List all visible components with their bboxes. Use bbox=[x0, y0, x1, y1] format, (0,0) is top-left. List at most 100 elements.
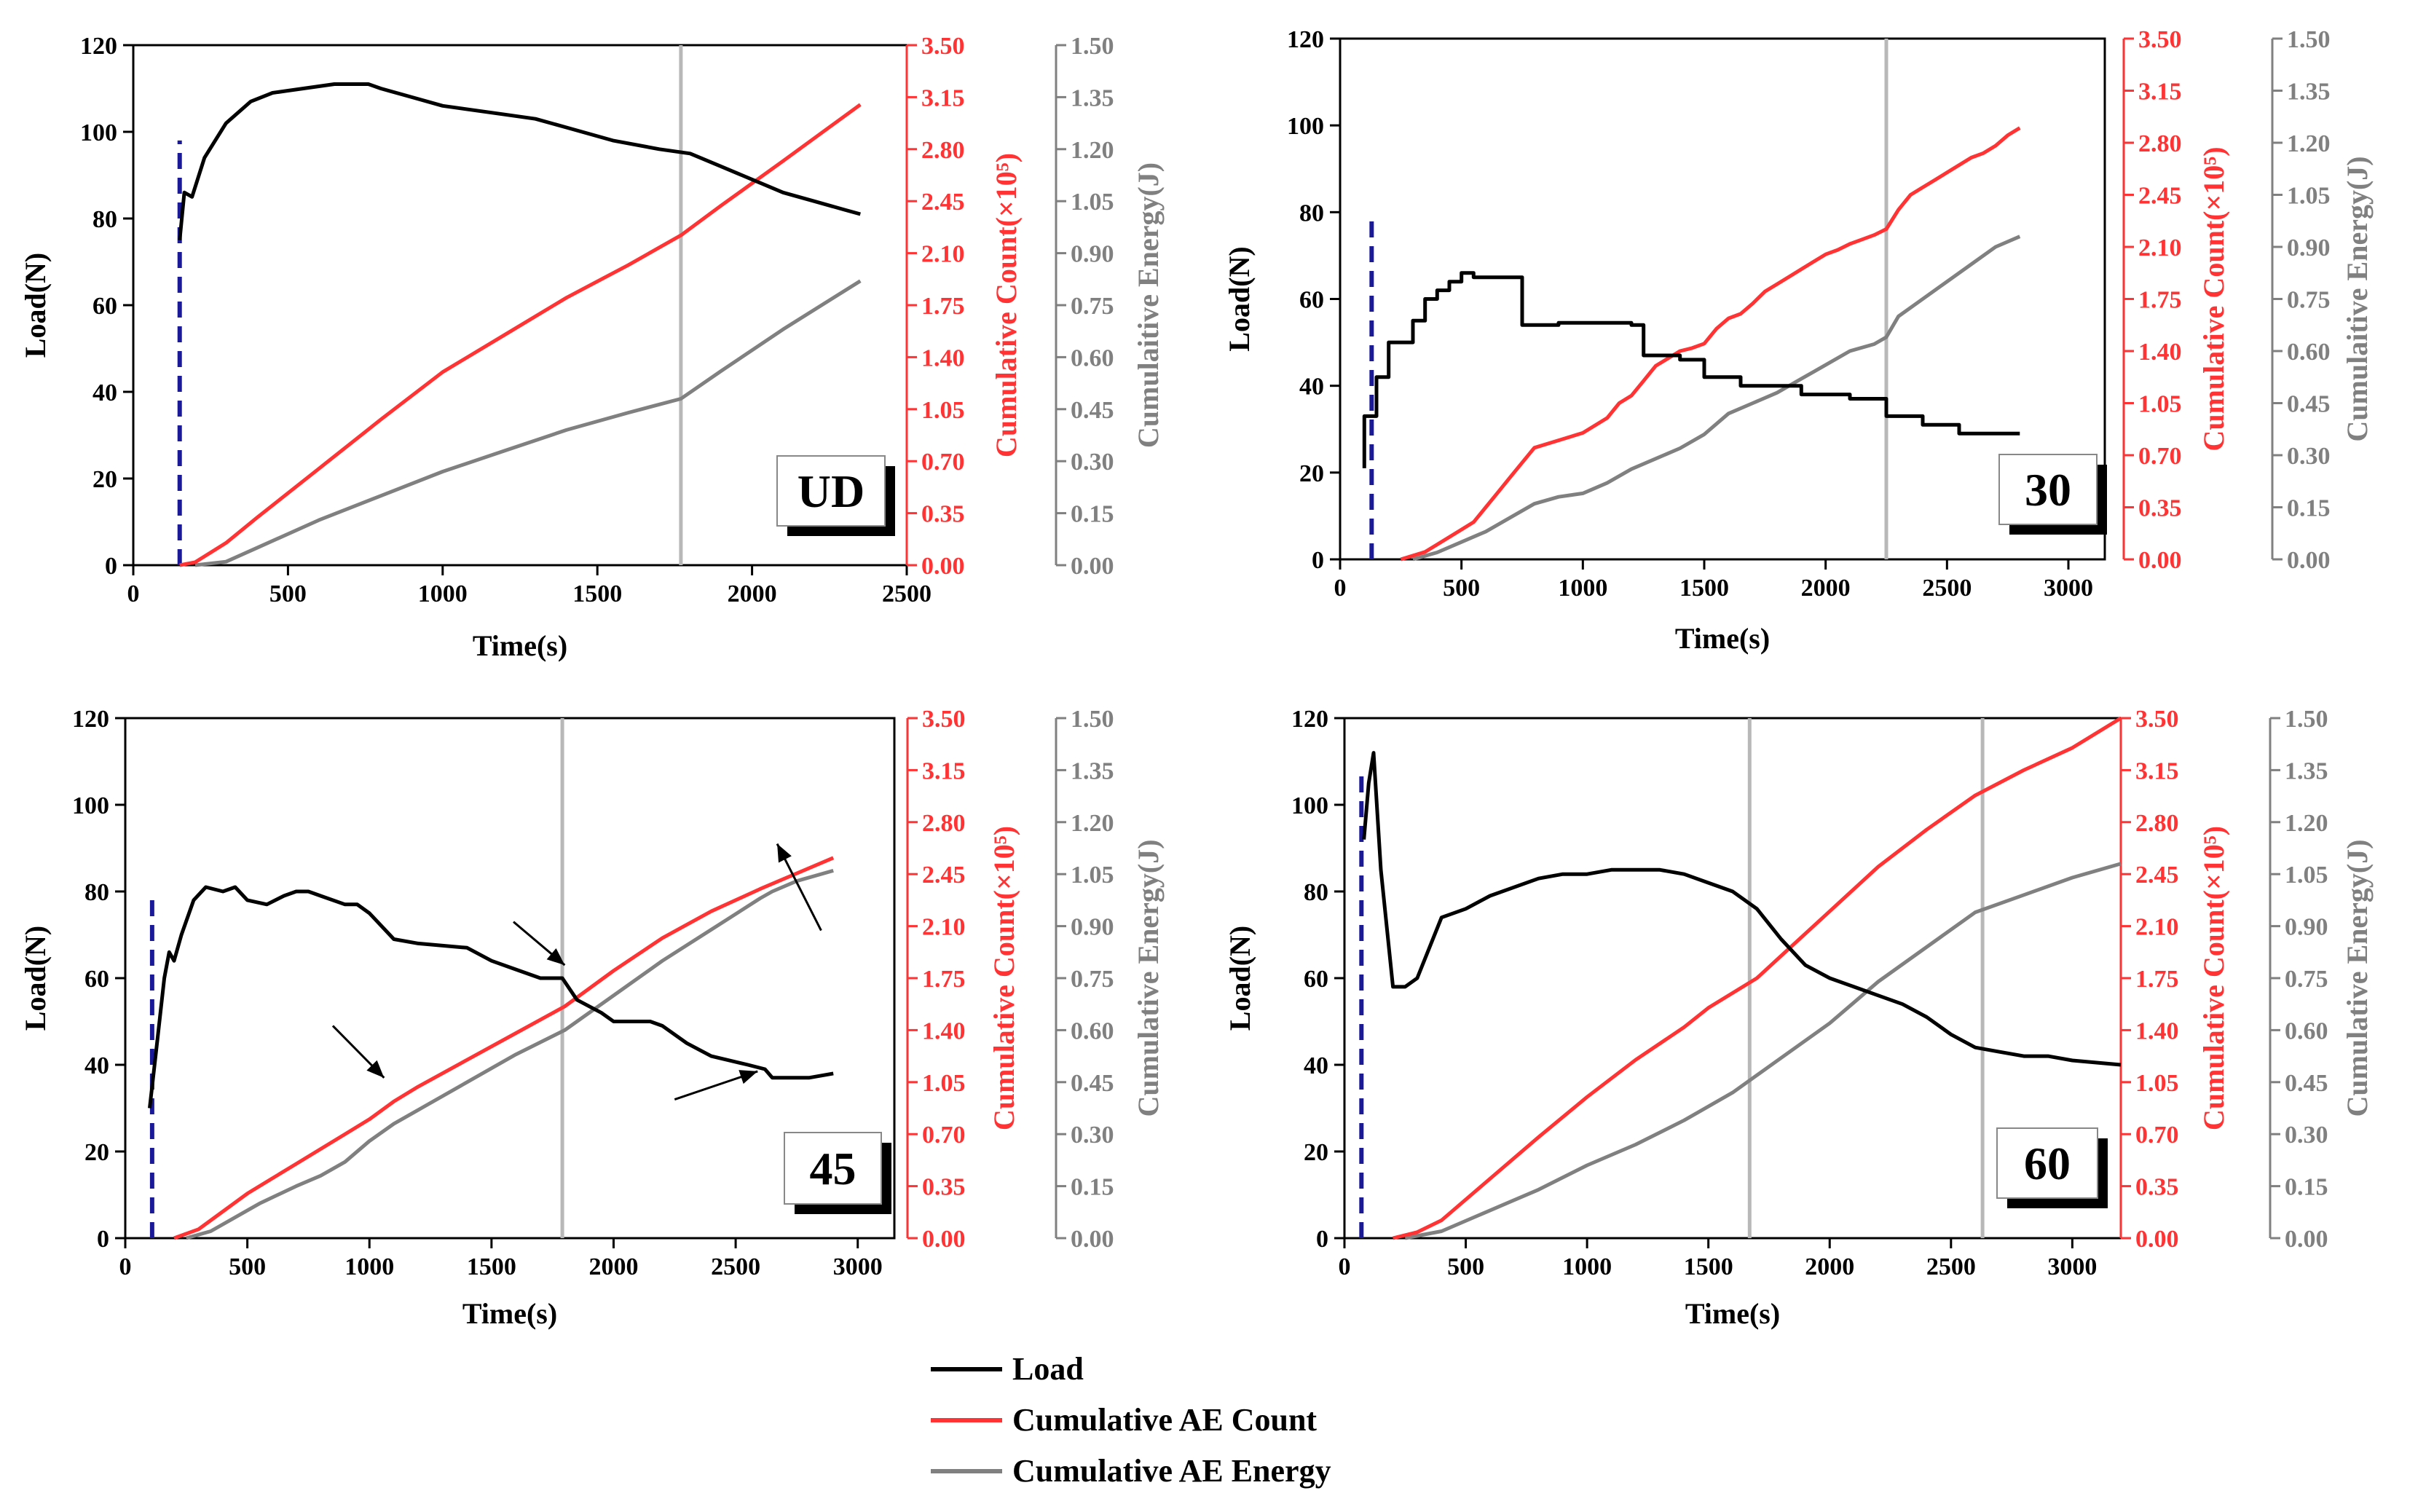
count-axis-title: Cumulative Count(×10⁵) bbox=[990, 153, 1023, 457]
x-tick-label: 1000 bbox=[344, 1253, 394, 1280]
energy-axis-tick-label: 1.20 bbox=[2285, 810, 2328, 837]
count-axis-tick-label: 2.10 bbox=[2138, 235, 2182, 261]
count-axis-tick-label: 1.40 bbox=[2135, 1017, 2179, 1044]
panel-label-box bbox=[1996, 1127, 2098, 1199]
count-axis-tick-label: 2.45 bbox=[922, 862, 966, 889]
x-tick-label: 1000 bbox=[418, 580, 468, 607]
x-tick-label: 0 bbox=[127, 580, 140, 607]
energy-axis-tick-label: 0.15 bbox=[2285, 1174, 2328, 1201]
energy-axis-tick-label: 1.05 bbox=[1071, 189, 1114, 216]
y-left-tick-label: 100 bbox=[80, 119, 117, 146]
y-left-tick-label: 60 bbox=[92, 293, 117, 320]
energy-axis-title: Cumulative Energy(J) bbox=[2341, 839, 2374, 1117]
panels-group: 0 500 1000 1500 2000 25000204060801001200.000… bbox=[19, 26, 2374, 1330]
energy-axis-tick-label: 0.60 bbox=[1071, 1017, 1114, 1044]
energy-axis-tick-label: 1.50 bbox=[1071, 706, 1114, 733]
panel-ud: 0 500 1000 1500 2000 2500 0 20 40 60 80 100 120 0.00 0… bbox=[19, 33, 1165, 662]
x-tick-label: 1500 bbox=[1684, 1253, 1733, 1280]
series-line-load bbox=[178, 82, 861, 241]
series-line-cumulative-ae-energy bbox=[1412, 235, 2021, 562]
legend-label-load: Load bbox=[1012, 1351, 1084, 1387]
y-left-tick-label: 40 bbox=[1299, 374, 1324, 401]
count-axis-tick-label: 0.35 bbox=[2138, 495, 2182, 522]
x-tick-label: 2500 bbox=[711, 1253, 760, 1280]
x-tick-label: 1500 bbox=[1679, 575, 1729, 602]
y-left-tick-label: 20 bbox=[84, 1139, 109, 1166]
y-left-tick-label: 20 bbox=[1304, 1139, 1328, 1166]
y-left-tick-label: 100 bbox=[1291, 792, 1328, 819]
x-tick-label: 3000 bbox=[2044, 575, 2093, 602]
y-left-axis-title: Load(N) bbox=[19, 253, 52, 358]
energy-axis-tick-label: 0.15 bbox=[1071, 1174, 1114, 1201]
count-axis-tick-label: 0.00 bbox=[922, 1226, 966, 1253]
y-left-tick-label: 0 bbox=[105, 553, 117, 580]
panel-label: 30 bbox=[2025, 464, 2071, 516]
energy-axis-tick-label: 0.75 bbox=[1071, 293, 1114, 320]
count-axis-tick-label: 1.75 bbox=[922, 966, 966, 993]
count-axis-tick-label: 1.40 bbox=[922, 1017, 966, 1044]
energy-axis-tick-label: 0.30 bbox=[2287, 443, 2331, 470]
count-axis-tick-label: 0.70 bbox=[2138, 443, 2182, 470]
annotation-arrows bbox=[331, 843, 822, 1101]
energy-axis-tick-label: 1.05 bbox=[2285, 862, 2328, 889]
annotation-arrow-head bbox=[366, 1060, 385, 1078]
count-axis-tick-label: 2.10 bbox=[921, 241, 965, 268]
count-axis-tick-label: 1.05 bbox=[922, 1070, 966, 1097]
x-tick-label: 0 bbox=[1334, 575, 1347, 602]
x-tick-label: 2500 bbox=[1926, 1253, 1976, 1280]
y-left-tick-label: 20 bbox=[1299, 460, 1324, 487]
count-axis-tick-label: 1.75 bbox=[2135, 966, 2179, 993]
y-left-tick-label: 80 bbox=[92, 206, 117, 233]
series-line-load bbox=[148, 885, 834, 1109]
energy-axis-tick-label: 0.75 bbox=[2285, 966, 2328, 993]
y-left-tick-label: 100 bbox=[72, 792, 109, 819]
count-axis-tick-label: 2.10 bbox=[2135, 914, 2179, 941]
count-axis-tick-label: 3.15 bbox=[921, 84, 965, 111]
energy-axis-tick-label: 1.50 bbox=[1071, 33, 1114, 60]
y-left-tick-label: 40 bbox=[84, 1052, 109, 1079]
series-line-cumulative-ae-count bbox=[173, 856, 835, 1240]
x-tick-label: 1500 bbox=[572, 580, 622, 607]
energy-axis-tick-label: 1.05 bbox=[1071, 862, 1114, 889]
legend-label-cumulative-ae-count: Cumulative AE Count bbox=[1012, 1402, 1317, 1438]
energy-axis-tick-label: 1.35 bbox=[2285, 757, 2328, 784]
count-axis-tick-label: 3.50 bbox=[2138, 26, 2182, 53]
y-left-tick-label: 0 bbox=[1312, 547, 1324, 574]
series-line-cumulative-ae-count bbox=[1400, 126, 2021, 562]
panel-label: 45 bbox=[810, 1143, 856, 1194]
count-axis-tick-label: 1.05 bbox=[2138, 391, 2182, 418]
energy-axis-title: Cumulaitive Energy(J) bbox=[1132, 162, 1165, 448]
y-left-tick-label: 40 bbox=[1304, 1052, 1328, 1079]
energy-axis-tick-label: 1.20 bbox=[1071, 137, 1114, 164]
energy-axis-tick-label: 0.45 bbox=[1071, 1070, 1114, 1097]
series-line-cumulative-ae-energy bbox=[194, 279, 862, 567]
x-tick-label: 2000 bbox=[588, 1253, 638, 1280]
x-tick-label: 3000 bbox=[833, 1253, 883, 1280]
count-axis-tick-label: 3.15 bbox=[2135, 757, 2179, 784]
y-left-axis-title: Load(N) bbox=[1224, 926, 1256, 1031]
y-left-axis-title: Load(N) bbox=[19, 926, 52, 1031]
x-tick-label: 1500 bbox=[467, 1253, 516, 1280]
series-line-cumulative-ae-energy bbox=[186, 868, 834, 1240]
energy-axis-tick-label: 0.90 bbox=[1071, 241, 1114, 268]
x-tick-label: 2500 bbox=[882, 580, 932, 607]
energy-axis-tick-label: 0.60 bbox=[1071, 344, 1114, 371]
x-tick-label: 500 bbox=[229, 1253, 266, 1280]
x-tick-label: 500 bbox=[1447, 1253, 1484, 1280]
series-line-cumulative-ae-energy bbox=[1404, 862, 2122, 1240]
y-left-tick-label: 100 bbox=[1287, 113, 1324, 140]
x-tick-label: 500 bbox=[1443, 575, 1480, 602]
x-tick-label: 0 bbox=[1339, 1253, 1351, 1280]
y-left-tick-label: 20 bbox=[92, 466, 117, 493]
count-axis-tick-label: 0.70 bbox=[2135, 1122, 2179, 1149]
count-axis-tick-label: 1.40 bbox=[2138, 339, 2182, 366]
count-axis-tick-label: 1.05 bbox=[2135, 1070, 2179, 1097]
annotation-arrow-head bbox=[739, 1070, 758, 1084]
y-left-tick-label: 120 bbox=[1287, 26, 1324, 53]
panel-45: 0 500 1000 1500 2000 2500 3000 0 20 40 60 80 100 120 0… bbox=[19, 706, 1165, 1330]
annotation-arrow-head bbox=[777, 843, 792, 863]
energy-axis-tick-label: 0.90 bbox=[2287, 235, 2331, 261]
series-line-cumulative-ae-count bbox=[1393, 716, 2122, 1240]
energy-axis-tick-label: 0.15 bbox=[1071, 501, 1114, 528]
count-axis-tick-label: 0.35 bbox=[921, 501, 965, 528]
